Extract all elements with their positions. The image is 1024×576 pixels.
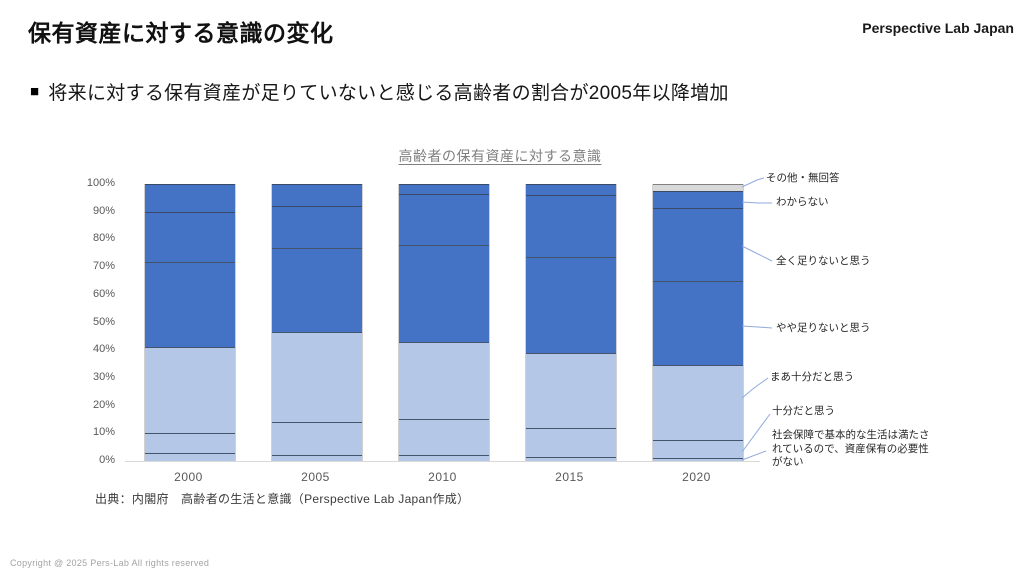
bar-2005 bbox=[270, 184, 363, 461]
bar-segment bbox=[398, 341, 489, 420]
legend-callout-not-enough: 全く足りないと思う bbox=[776, 255, 871, 267]
y-axis-label: 80% bbox=[92, 232, 115, 245]
bar-segment bbox=[398, 419, 489, 456]
bar-segment bbox=[652, 190, 743, 208]
bar-segment bbox=[271, 332, 362, 423]
y-axis-label: 10% bbox=[92, 426, 115, 439]
bar-segment bbox=[652, 280, 743, 366]
bar-segment bbox=[398, 244, 489, 342]
x-axis-label: 2020 bbox=[682, 470, 711, 484]
bar-segment bbox=[525, 257, 616, 353]
y-axis-label: 40% bbox=[92, 343, 115, 356]
bar-segment bbox=[144, 184, 235, 212]
y-axis-label: 50% bbox=[92, 315, 115, 328]
x-axis-label: 2015 bbox=[555, 470, 584, 484]
chart-title: 高齢者の保有資産に対する意識 bbox=[398, 148, 602, 164]
bar-2010 bbox=[397, 184, 490, 461]
bar-segment bbox=[271, 455, 362, 461]
bar-segment bbox=[652, 440, 743, 459]
bar-segment bbox=[271, 184, 362, 207]
y-axis-label: 100% bbox=[86, 177, 115, 189]
stacked-bar-chart: 高齢者の保有資産に対する意識 その他・無回答 わからない 全く足りないと思う や… bbox=[0, 140, 1024, 510]
bar-segment bbox=[144, 452, 235, 461]
y-axis-label: 0% bbox=[99, 454, 115, 466]
bullet-square-icon: ■ bbox=[30, 83, 40, 100]
bar-segment bbox=[525, 352, 616, 428]
bar-segment bbox=[398, 193, 489, 245]
y-axis-label: 30% bbox=[92, 370, 115, 383]
bar-2020 bbox=[651, 184, 744, 461]
bar-segment bbox=[398, 184, 489, 194]
bar-segment bbox=[271, 206, 362, 248]
key-message: ■ 将来に対する保有資産が足りていないと感じる高齢者の割合が2005年以降増加 bbox=[30, 78, 729, 105]
plot-area bbox=[125, 184, 760, 462]
x-axis-label: 2005 bbox=[301, 470, 330, 484]
bar-segment bbox=[652, 207, 743, 281]
bar-segment bbox=[398, 455, 489, 461]
legend-callout-social-security: 社会保障で基本的な生活は満たされているので、資産保有の必要性がない bbox=[772, 429, 930, 469]
bar-segment bbox=[144, 347, 235, 434]
copyright-note: Copyright @ 2025 Pers-Lab All rights res… bbox=[10, 558, 210, 568]
legend-callout-somewhat-short: やや足りないと思う bbox=[776, 322, 871, 334]
bar-segment bbox=[525, 427, 616, 457]
legend-callout-fairly-enough: まあ十分だと思う bbox=[770, 371, 854, 383]
source-note: 出典：内閣府 高齢者の生活と意識（Perspective Lab Japan作成… bbox=[95, 492, 470, 506]
bar-segment bbox=[525, 195, 616, 258]
key-message-text: 将来に対する保有資産が足りていないと感じる高齢者の割合が2005年以降増加 bbox=[48, 83, 729, 104]
bar-segment bbox=[652, 184, 743, 191]
bar-segment bbox=[271, 247, 362, 333]
bar-2015 bbox=[524, 184, 617, 461]
bar-segment bbox=[144, 433, 235, 453]
bar-segment bbox=[525, 184, 616, 196]
y-axis-label: 60% bbox=[92, 287, 115, 300]
brand-logo-text: Perspective Lab Japan bbox=[862, 20, 1014, 36]
bar-2000 bbox=[143, 184, 236, 461]
y-axis-label: 70% bbox=[92, 260, 115, 273]
bar-segment bbox=[271, 422, 362, 456]
x-axis-label: 2000 bbox=[174, 470, 203, 484]
x-axis-label: 2010 bbox=[428, 470, 457, 484]
bar-segment bbox=[144, 261, 235, 348]
bar-segment bbox=[525, 456, 616, 461]
bar-segment bbox=[144, 211, 235, 262]
legend-callout-enough: 十分だと思う bbox=[772, 405, 835, 417]
y-axis-label: 20% bbox=[92, 398, 115, 411]
bar-segment bbox=[652, 458, 743, 461]
y-axis-label: 90% bbox=[92, 204, 115, 217]
legend-callout-dont-know: わからない bbox=[776, 196, 829, 208]
bar-segment bbox=[652, 365, 743, 441]
legend-callout-other: その他・無回答 bbox=[766, 172, 840, 184]
page-title: 保有資産に対する意識の変化 bbox=[28, 20, 334, 46]
